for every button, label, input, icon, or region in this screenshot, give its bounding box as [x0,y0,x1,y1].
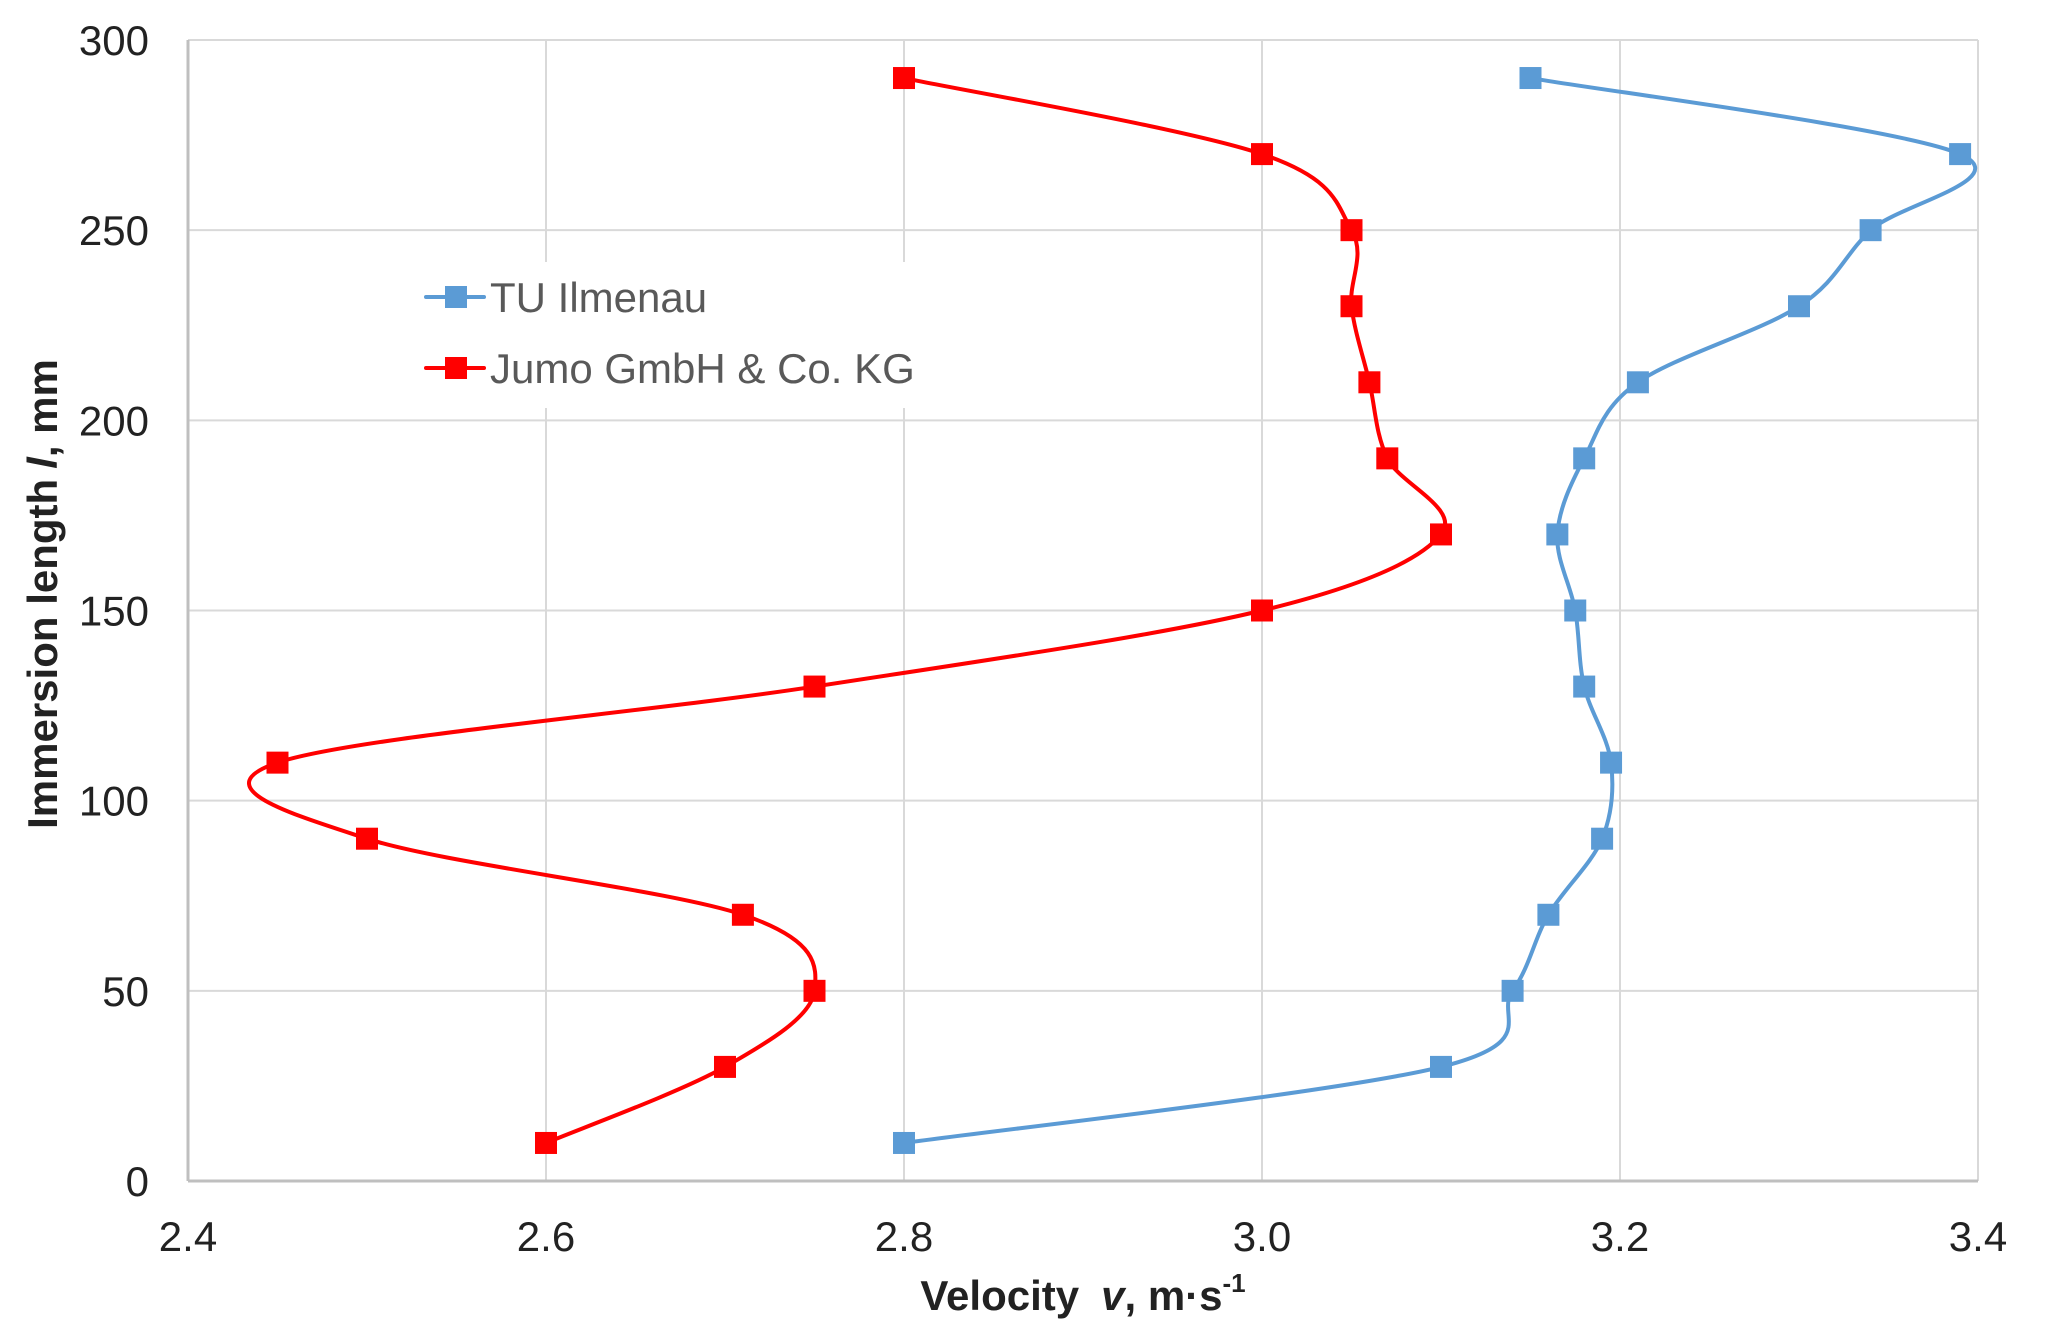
data-point-marker [266,751,289,774]
data-point-marker [1376,447,1399,470]
y-tick-label: 150 [79,588,149,635]
data-point-marker [893,1131,915,1154]
data-point-marker [1626,371,1649,394]
data-point-marker [1501,979,1524,1002]
y-axis-title-variable: l [19,456,66,469]
y-tick-label: 50 [102,968,149,1015]
data-point-marker [714,1055,736,1078]
data-point-marker [1788,295,1810,318]
x-tick-label: 2.6 [517,1213,575,1260]
data-point-marker [893,67,915,90]
legend-square-marker-icon [445,286,467,308]
x-tick-labels: 2.4 2.6 2.8 3.0 3.2 3.4 [159,1213,2007,1260]
x-tick-label: 3.2 [1591,1213,1649,1260]
y-axis-title: Immersion length l, mm [19,359,66,829]
y-tick-label: 200 [79,397,149,444]
x-axis-title-unit: , m·s [1124,1272,1222,1319]
x-tick-label: 3.0 [1233,1213,1291,1260]
gridlines [188,39,1979,1181]
data-point-marker [1591,827,1614,850]
x-axis-title-variable: v [1101,1272,1127,1319]
data-point-marker [1949,143,1972,166]
data-point-marker [1340,219,1363,242]
x-axis-title-text: Velocity [920,1272,1079,1319]
axes [186,40,1978,1183]
x-tick-label: 2.8 [875,1213,933,1260]
legend-background [418,262,988,408]
data-point-marker [1430,523,1452,546]
data-point-marker [1251,143,1273,166]
data-point-marker [803,979,826,1002]
data-point-marker [1859,219,1882,242]
data-point-marker [1537,903,1560,926]
y-axis-title-text: Immersion length [19,479,66,829]
x-axis-title: Velocity v, m·s-1 [920,1268,1245,1319]
data-point-marker [1519,67,1542,90]
x-axis-title-superscript: -1 [1223,1268,1246,1298]
series-line [247,76,1448,1145]
y-tick-labels: 0 50 100 150 200 250 300 [79,17,149,1205]
legend-item-tu-ilmenau: TU Ilmenau [424,274,707,321]
legend-label: Jumo GmbH & Co. KG [490,345,915,392]
legend-square-marker-icon [445,357,467,379]
data-point-marker [1564,599,1587,622]
x-tick-label: 3.4 [1949,1213,2007,1260]
data-point-marker [1600,751,1623,774]
y-tick-label: 100 [79,778,149,825]
data-point-marker [1573,675,1596,698]
data-point-marker [1573,447,1596,470]
data-point-marker [1251,599,1273,622]
series-1 [247,67,1452,1154]
series-0 [893,67,1978,1154]
legend-item-jumo: Jumo GmbH & Co. KG [424,345,915,392]
y-tick-label: 250 [79,207,149,254]
data-point-marker [1340,295,1363,318]
y-tick-label: 0 [126,1158,149,1205]
data-point-marker [535,1131,557,1154]
data-point-marker [803,675,826,698]
data-point-marker [1546,523,1569,546]
data-point-marker [1358,371,1381,394]
legend: TU Ilmenau Jumo GmbH & Co. KG [418,262,988,408]
data-point-marker [1430,1055,1452,1078]
data-point-marker [731,903,754,926]
y-axis-title-unit: , mm [19,359,66,457]
legend-label: TU Ilmenau [490,274,707,321]
x-tick-label: 2.4 [159,1213,217,1260]
y-tick-label: 300 [79,17,149,64]
series [247,67,1978,1154]
data-point-marker [356,827,378,850]
